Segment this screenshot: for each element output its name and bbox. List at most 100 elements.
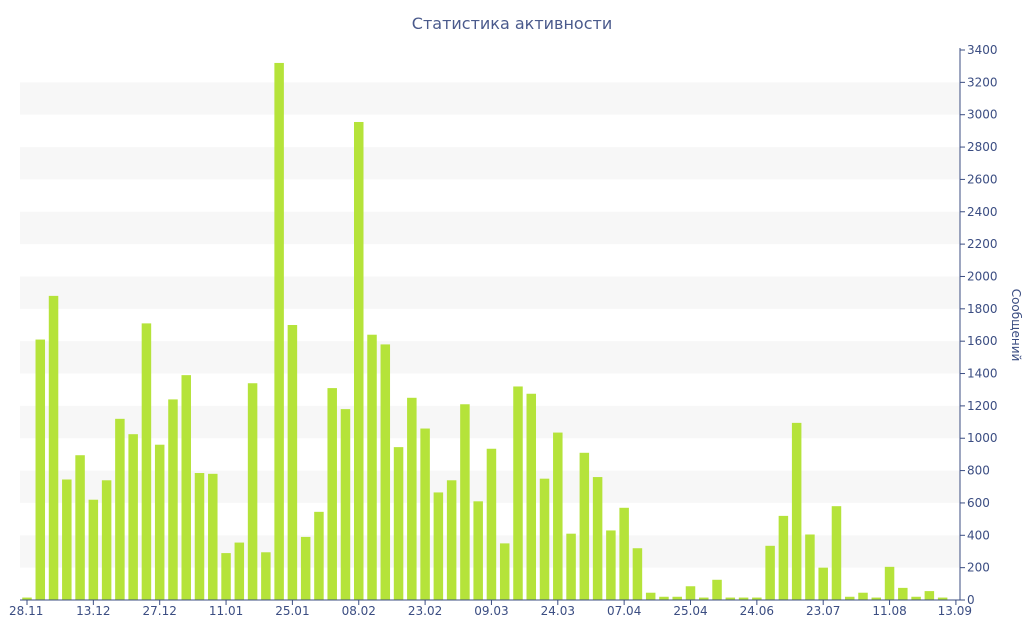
bar [871,597,882,600]
bar [592,477,603,600]
grid-band [20,82,960,115]
y-tick-label: 1600 [967,334,998,348]
bars [22,62,948,601]
bar [712,579,722,600]
bar [898,587,908,600]
y-tick-label: 1000 [967,431,998,445]
y-tick-label: 200 [967,561,990,575]
bar [473,501,483,600]
bar [579,452,590,600]
bar [725,597,736,600]
x-tick-label: 24.03 [541,604,575,618]
y-tick-label: 1800 [967,302,998,316]
bar [407,397,417,600]
bar [526,393,537,600]
bar [287,325,298,600]
bar [805,534,815,600]
x-tick-label: 13.09 [938,604,972,618]
bar [274,62,284,600]
bar [791,422,802,600]
bar [208,473,218,600]
bar [486,448,497,600]
bar [380,344,391,600]
y-tick-label: 400 [967,528,990,542]
bar [937,597,948,600]
y-axis-title: Сообщений [1009,289,1023,362]
bar [738,597,749,600]
bar [844,596,855,600]
bar [460,404,470,600]
bar [765,545,775,600]
bar [340,409,351,600]
y-tick-label: 1200 [967,399,998,413]
bar [433,492,444,600]
bar [194,473,205,600]
bar [234,542,245,600]
bar [101,480,112,600]
bar [327,388,337,600]
y-tick-label: 600 [967,496,990,510]
bar [645,592,656,600]
bar [128,434,138,600]
x-tick-label: 27.12 [143,604,177,618]
bar [261,552,271,600]
x-axis: 28.11 13.12 27.12 11.01 25.01 08.02 23.02 09.03… [9,600,972,618]
y-tick-label: 2000 [967,269,998,283]
y-tick-label: 2400 [967,205,998,219]
bar [354,121,364,601]
bar [911,596,921,600]
bar [924,591,935,600]
bar [115,418,125,600]
bar [367,334,377,600]
bar [75,455,85,600]
bar [154,444,165,600]
bar [181,375,191,600]
bar [659,596,669,600]
bar [858,592,868,600]
x-tick-label: 07.04 [607,604,641,618]
bar [22,597,32,600]
x-tick-label: 09.03 [474,604,508,618]
y-tick-label: 2600 [967,172,998,186]
y-tick-label: 2200 [967,237,998,251]
bar [566,533,576,600]
bar [247,383,258,600]
bar [606,530,616,600]
bar [619,507,629,600]
bar [752,597,762,600]
bar [300,536,311,600]
bar [48,295,59,600]
bar [685,586,696,600]
bar [168,399,178,600]
bar [141,323,152,600]
y-axis: 0 200 400 600 800 1000 1200 1400 1600 1800 2000 220… [960,43,998,607]
x-tick-label: 28.11 [9,604,43,618]
grid-band [20,341,960,374]
y-tick-label: 0 [967,593,975,607]
bar [818,567,828,600]
grid-band [20,147,960,180]
bar [88,499,99,600]
bar [513,386,523,600]
x-tick-label: 13.12 [76,604,110,618]
bar [831,506,842,600]
grid-band [20,276,960,309]
y-tick-label: 3400 [967,43,998,57]
bar [553,432,563,600]
grid-band [20,405,960,439]
bar [393,447,404,600]
chart-title: Статистика активности [411,14,613,33]
y-tick-label: 3200 [967,75,998,89]
bar [632,548,643,600]
x-tick-label: 11.01 [209,604,243,618]
y-tick-label: 3000 [967,108,998,122]
y-tick-label: 1400 [967,367,998,381]
bar [35,339,46,600]
y-tick-label: 800 [967,464,990,478]
x-tick-label: 25.01 [275,604,309,618]
y-tick-label: 2800 [967,140,998,154]
bar [62,479,72,600]
x-tick-label: 25.04 [673,604,707,618]
x-tick-label: 24.06 [740,604,774,618]
